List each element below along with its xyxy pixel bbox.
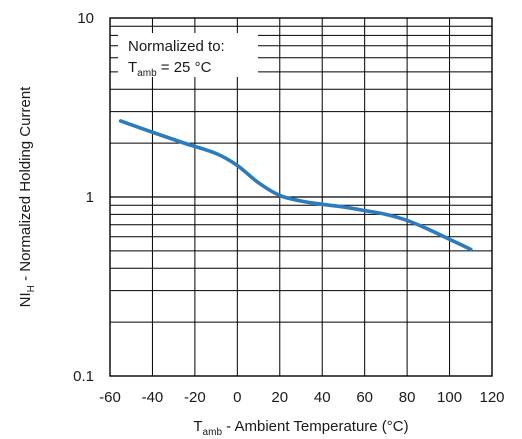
x-tick-label: 40 [314,389,331,406]
y-tick-label: 0.1 [73,368,94,385]
x-tick-label: -40 [142,389,164,406]
y-axis-title-rest: - Normalized Holding Current [17,86,34,285]
y-axis-title-sub: H [26,285,37,292]
x-tick-label: 20 [271,389,288,406]
series-line-0 [118,119,473,252]
x-tick-label: -60 [99,389,121,406]
x-axis-title: Tamb - Ambient Temperature (°C) [193,418,408,438]
annotation-box: Normalized to: Tamb = 25 °C [118,33,258,79]
plot-frame [109,17,493,377]
annotation-value: = 25 °C [157,59,212,76]
series-layer [118,119,473,252]
x-tick-label: 80 [399,389,416,406]
x-axis-title-sub: amb [203,427,223,438]
y-tick-label: 1 [86,189,94,206]
annotation-t: T [128,59,137,76]
tick-labels: -60 -40 -20 0 20 40 60 80 100 120 0.1 1 10 [73,10,504,406]
y-tick-label: 10 [77,10,94,27]
y-axis-title: NIH - Normalized Holding Current [17,86,37,307]
x-tick-label: -20 [184,389,206,406]
x-axis-title-main: T [193,418,202,435]
annotation-background [118,33,258,77]
x-tick-label: 0 [233,389,241,406]
x-tick-label: 60 [356,389,373,406]
x-tick-label: 100 [437,389,462,406]
x-axis-title-rest: - Ambient Temperature (°C) [222,418,409,435]
x-tick-label: 120 [479,389,504,406]
grid [109,18,493,376]
annotation-line-2: Tamb = 25 °C [128,59,212,79]
y-axis-title-main: NI [17,292,34,307]
annotation-t-sub: amb [137,68,157,79]
annotation-line-1: Normalized to: [128,38,225,55]
